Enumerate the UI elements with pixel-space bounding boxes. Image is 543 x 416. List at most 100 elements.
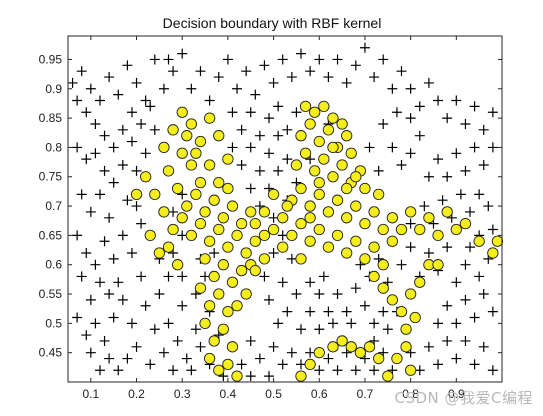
circle-marker: [441, 206, 453, 218]
plus-marker: [277, 359, 288, 370]
plus-marker: [108, 312, 119, 323]
plus-marker: [474, 189, 485, 200]
circle-marker: [176, 147, 188, 159]
circle-marker: [363, 341, 376, 353]
plus-marker: [373, 165, 384, 176]
plus-marker: [168, 365, 179, 376]
plus-marker: [108, 253, 119, 264]
plus-marker: [81, 247, 92, 258]
plus-marker: [478, 289, 489, 300]
y-tick-label: 0.75: [39, 170, 63, 184]
plus-marker: [232, 83, 243, 94]
plus-marker: [264, 148, 275, 159]
circle-marker: [432, 229, 444, 242]
y-tick-label: 0.9: [45, 82, 62, 96]
plus-marker: [94, 95, 105, 106]
plus-marker: [305, 306, 316, 317]
plus-marker: [359, 300, 370, 311]
plus-marker: [259, 60, 270, 71]
circle-marker: [322, 206, 335, 218]
plus-marker: [405, 148, 416, 159]
circle-marker: [386, 294, 399, 306]
plus-marker: [323, 306, 334, 317]
plus-marker: [168, 66, 179, 77]
plus-marker: [163, 318, 174, 329]
circle-marker: [295, 182, 307, 195]
plus-marker: [245, 107, 256, 118]
plus-marker: [451, 148, 462, 159]
plus-marker: [131, 201, 142, 212]
plus-marker: [245, 142, 256, 153]
plus-marker: [117, 294, 128, 305]
circle-marker: [217, 259, 229, 271]
circle-marker: [368, 270, 380, 283]
plus-marker: [282, 124, 293, 135]
plus-marker: [181, 353, 192, 364]
plus-marker: [268, 212, 279, 223]
y-tick-label: 0.45: [39, 346, 63, 360]
plus-marker: [341, 77, 352, 88]
circle-marker: [213, 288, 225, 300]
circle-marker: [231, 300, 243, 312]
plus-marker: [487, 142, 498, 153]
y-tick-label: 0.5: [45, 316, 62, 330]
circle-marker: [304, 212, 316, 224]
circle-marker: [267, 188, 280, 200]
circle-marker: [222, 358, 234, 371]
plus-marker: [140, 300, 151, 311]
plus-marker: [99, 335, 110, 346]
circle-marker: [368, 206, 380, 218]
plus-marker: [419, 201, 430, 212]
plus-marker: [168, 206, 179, 217]
circle-marker: [144, 229, 156, 242]
circle-marker: [171, 259, 184, 271]
plus-marker: [126, 247, 137, 258]
circle-marker: [350, 171, 362, 183]
plus-marker: [186, 365, 197, 376]
circle-marker: [345, 341, 357, 353]
circle-marker: [313, 188, 325, 200]
plus-marker: [117, 124, 128, 135]
circle-marker: [327, 341, 339, 353]
plus-marker: [314, 54, 325, 65]
x-tick-label: 0.3: [174, 387, 191, 401]
plus-marker: [487, 365, 498, 376]
plus-marker: [451, 318, 462, 329]
circle-marker: [404, 206, 417, 218]
circle-marker: [304, 235, 316, 247]
plus-marker: [378, 306, 389, 317]
circle-marker: [231, 370, 243, 382]
circle-marker: [487, 247, 499, 259]
plus-marker: [378, 118, 389, 129]
plus-marker: [346, 318, 357, 329]
plus-marker: [286, 253, 297, 264]
plus-marker: [478, 341, 489, 352]
plus-marker: [186, 83, 197, 94]
circle-marker: [176, 106, 188, 118]
plus-marker: [113, 365, 124, 376]
plus-marker: [369, 365, 380, 376]
circle-marker: [130, 188, 143, 200]
plus-marker: [117, 230, 128, 241]
y-tick-label: 0.65: [39, 228, 63, 242]
circle-marker: [359, 253, 371, 265]
circle-marker: [267, 223, 280, 236]
circle-marker: [382, 370, 394, 382]
plus-marker: [104, 289, 115, 300]
plus-marker: [94, 365, 105, 376]
plus-marker: [254, 130, 265, 141]
plus-marker: [378, 54, 389, 65]
plus-marker: [273, 101, 284, 112]
plus-marker: [451, 277, 462, 288]
circle-marker: [185, 118, 197, 130]
plus-marker: [277, 54, 288, 65]
plus-marker: [442, 171, 453, 182]
plus-marker: [423, 247, 434, 258]
circle-marker: [295, 253, 307, 265]
axes-box: [67, 35, 503, 383]
circle-marker: [213, 223, 225, 236]
plus-marker: [487, 306, 498, 317]
circle-marker: [249, 264, 261, 277]
circle-marker: [327, 171, 339, 183]
